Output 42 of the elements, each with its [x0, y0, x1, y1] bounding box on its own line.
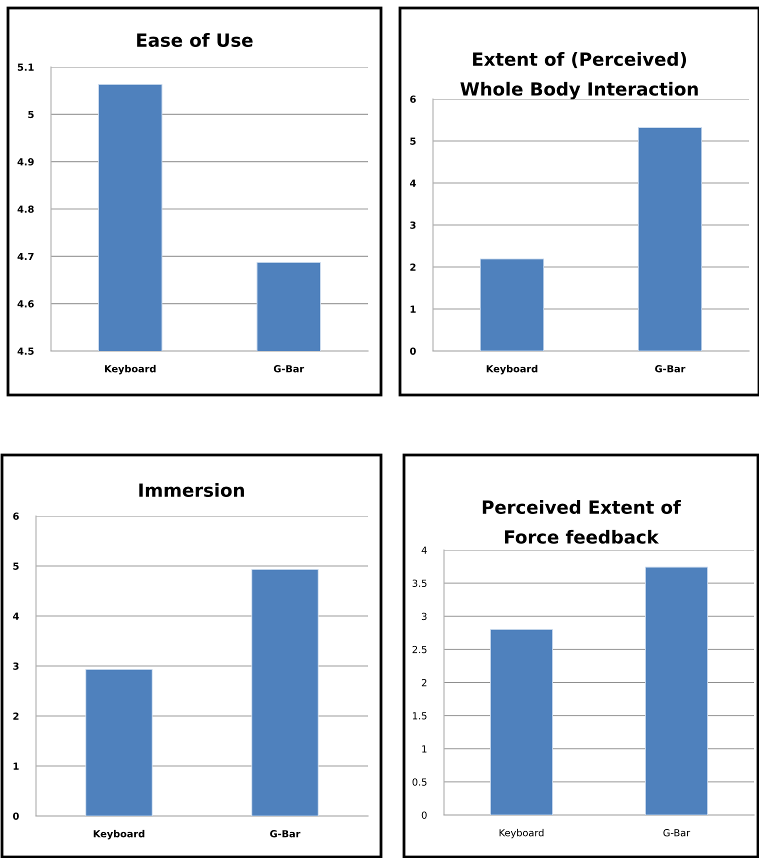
y-tick-label: 5 — [13, 562, 19, 570]
y-tick-label: 4.5 — [18, 348, 34, 355]
y-tick-label: 4 — [410, 180, 416, 187]
chart-title: Perceived Extent of Force feedback — [482, 500, 681, 544]
y-tick-label: 2 — [13, 712, 18, 720]
chart-title: Ease of Use — [137, 33, 253, 47]
x-tick-label: Keyboard — [94, 830, 144, 840]
chart-title: Extent of (Perceived) Whole Body Interaction — [460, 52, 698, 100]
y-tick-label: 4.8 — [18, 205, 34, 213]
y-tick-label: 3 — [422, 612, 427, 620]
y-tick-label: 2 — [410, 263, 416, 271]
y-tick-label: 5.1 — [18, 64, 34, 71]
x-tick-label: G-Bar — [663, 829, 690, 836]
x-tick-label: G-Bar — [655, 365, 686, 372]
y-tick-label: 1.5 — [412, 712, 426, 720]
x-tick-label: G-Bar — [274, 365, 304, 372]
y-tick-label: 4.9 — [18, 158, 34, 166]
x-tick-label: Keyboard — [486, 364, 538, 374]
y-tick-label: 0 — [13, 812, 19, 820]
y-tick-label: 4 — [422, 546, 427, 554]
y-tick-label: 0.5 — [412, 778, 426, 786]
x-tick-label: Keyboard — [500, 828, 544, 838]
y-tick-label: 5 — [410, 138, 416, 145]
x-tick-label: G-Bar — [270, 830, 300, 838]
y-tick-label: 2 — [422, 678, 426, 686]
chart-title: Immersion — [139, 483, 244, 497]
y-tick-label: 3 — [410, 221, 416, 229]
y-tick-label: 3 — [13, 662, 19, 670]
y-tick-label: 4.7 — [18, 252, 34, 260]
y-tick-label: 3.5 — [412, 580, 426, 587]
y-tick-label: 0 — [410, 347, 416, 355]
y-tick-label: 1 — [410, 306, 416, 313]
y-tick-label: 2.5 — [412, 646, 426, 654]
y-tick-label: 4.6 — [18, 300, 34, 308]
y-tick-label: 6 — [13, 512, 19, 520]
y-tick-label: 1 — [422, 745, 426, 752]
y-tick-label: 4 — [13, 612, 19, 620]
y-tick-label: 5 — [28, 110, 34, 118]
y-tick-label: 6 — [410, 95, 416, 103]
y-tick-label: 1 — [14, 762, 19, 770]
x-tick-label: Keyboard — [105, 364, 156, 374]
y-tick-label: 0 — [422, 811, 427, 819]
